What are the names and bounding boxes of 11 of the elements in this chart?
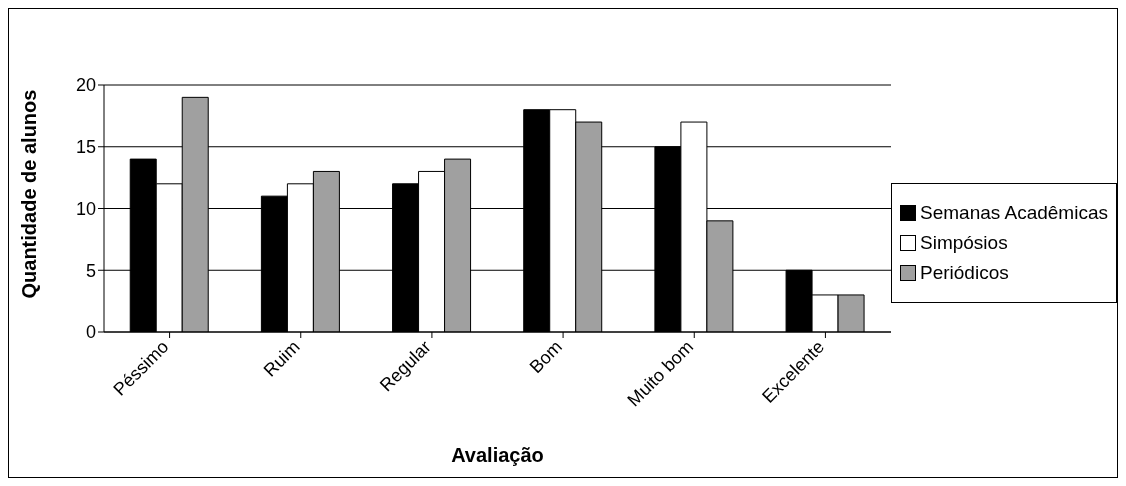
y-tick-label: 0	[85, 322, 96, 343]
x-axis-title: Avaliação	[451, 444, 544, 466]
y-tick-label: 10	[75, 198, 96, 219]
y-axis-title: Quantidade de alunos	[18, 89, 41, 299]
x-tick-label: Bom	[525, 336, 566, 377]
legend-label: Semanas Acadêmicas	[920, 202, 1108, 224]
y-tick-label: 5	[85, 260, 96, 281]
legend-label: Simpósios	[920, 232, 1008, 254]
y-tick-label: 20	[75, 75, 96, 96]
legend-label: Periódicos	[920, 262, 1009, 284]
y-tick-label: 15	[75, 137, 96, 158]
